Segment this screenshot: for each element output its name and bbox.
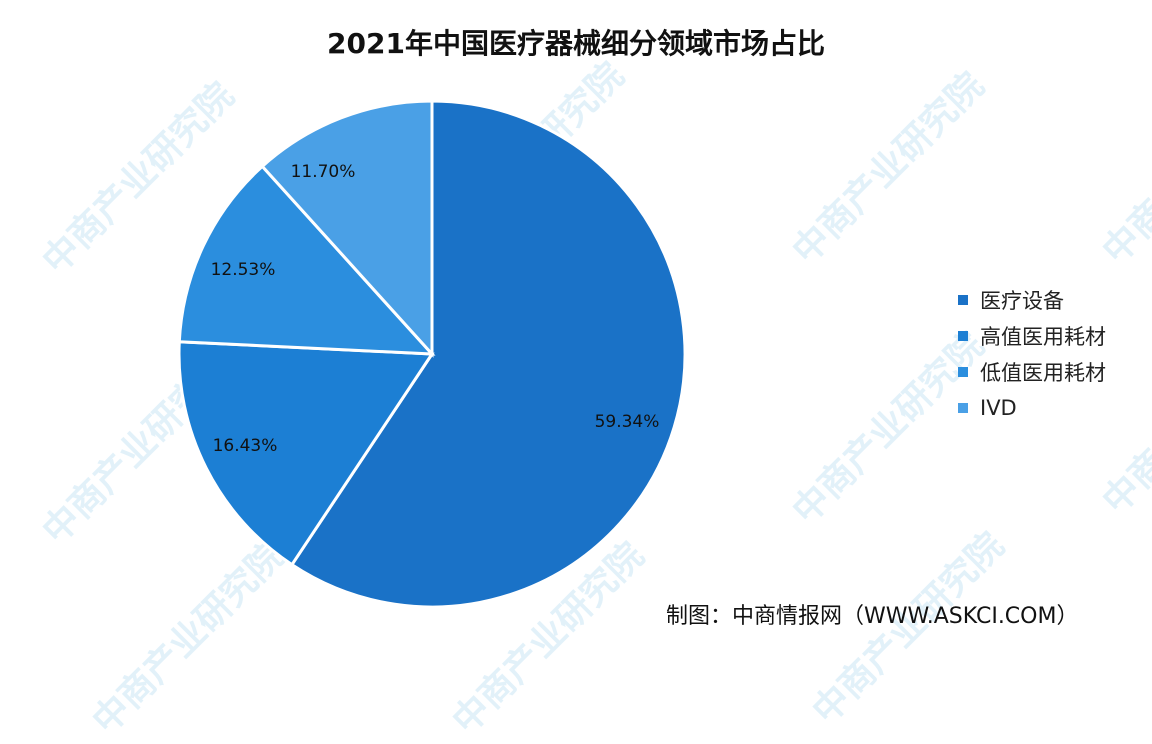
pie-slice-2: [177, 340, 435, 567]
legend-label: 低值医用耗材: [980, 361, 1106, 385]
chart-frame: 中商产业研究院 中商产业研究院 中商产业研究院 中商产业研究院 中商产业研究院 中商产业研…: [35, 27, 1152, 742]
legend-item: 低值医用耗材: [958, 354, 1106, 390]
legend-swatch: [958, 403, 968, 413]
pie-slice-4: [260, 99, 434, 358]
slice-data-label: 59.34%: [595, 412, 660, 432]
legend-swatch: [958, 367, 968, 377]
pie-slice-1: [289, 99, 687, 609]
legend-swatch: [958, 331, 968, 341]
slice-data-label: 11.70%: [291, 162, 356, 182]
slice-data-label: 16.43%: [213, 436, 278, 456]
legend-label: 医疗设备: [980, 289, 1064, 313]
legend-item: 高值医用耗材: [958, 318, 1106, 354]
legend-swatch: [958, 295, 968, 305]
pie-chart: 59.34% 16.43% 12.53% 11.70%: [177, 99, 687, 609]
legend: 医疗设备高值医用耗材 低值医用耗材 IVD: [958, 282, 1106, 426]
legend-label: IVD: [980, 396, 1017, 420]
legend-label: 高值医用耗材: [980, 325, 1106, 349]
slice-data-label: 12.53%: [211, 260, 276, 280]
chart-title: 2021年中国医疗器械细分领域市场占比: [327, 27, 825, 60]
source-credit: 制图：中商情报网（WWW.ASKCI.COM）: [666, 604, 1079, 629]
legend-item: IVD: [958, 390, 1106, 426]
pie-slice-3: [177, 164, 436, 356]
legend-item: 医疗设备: [958, 282, 1106, 318]
